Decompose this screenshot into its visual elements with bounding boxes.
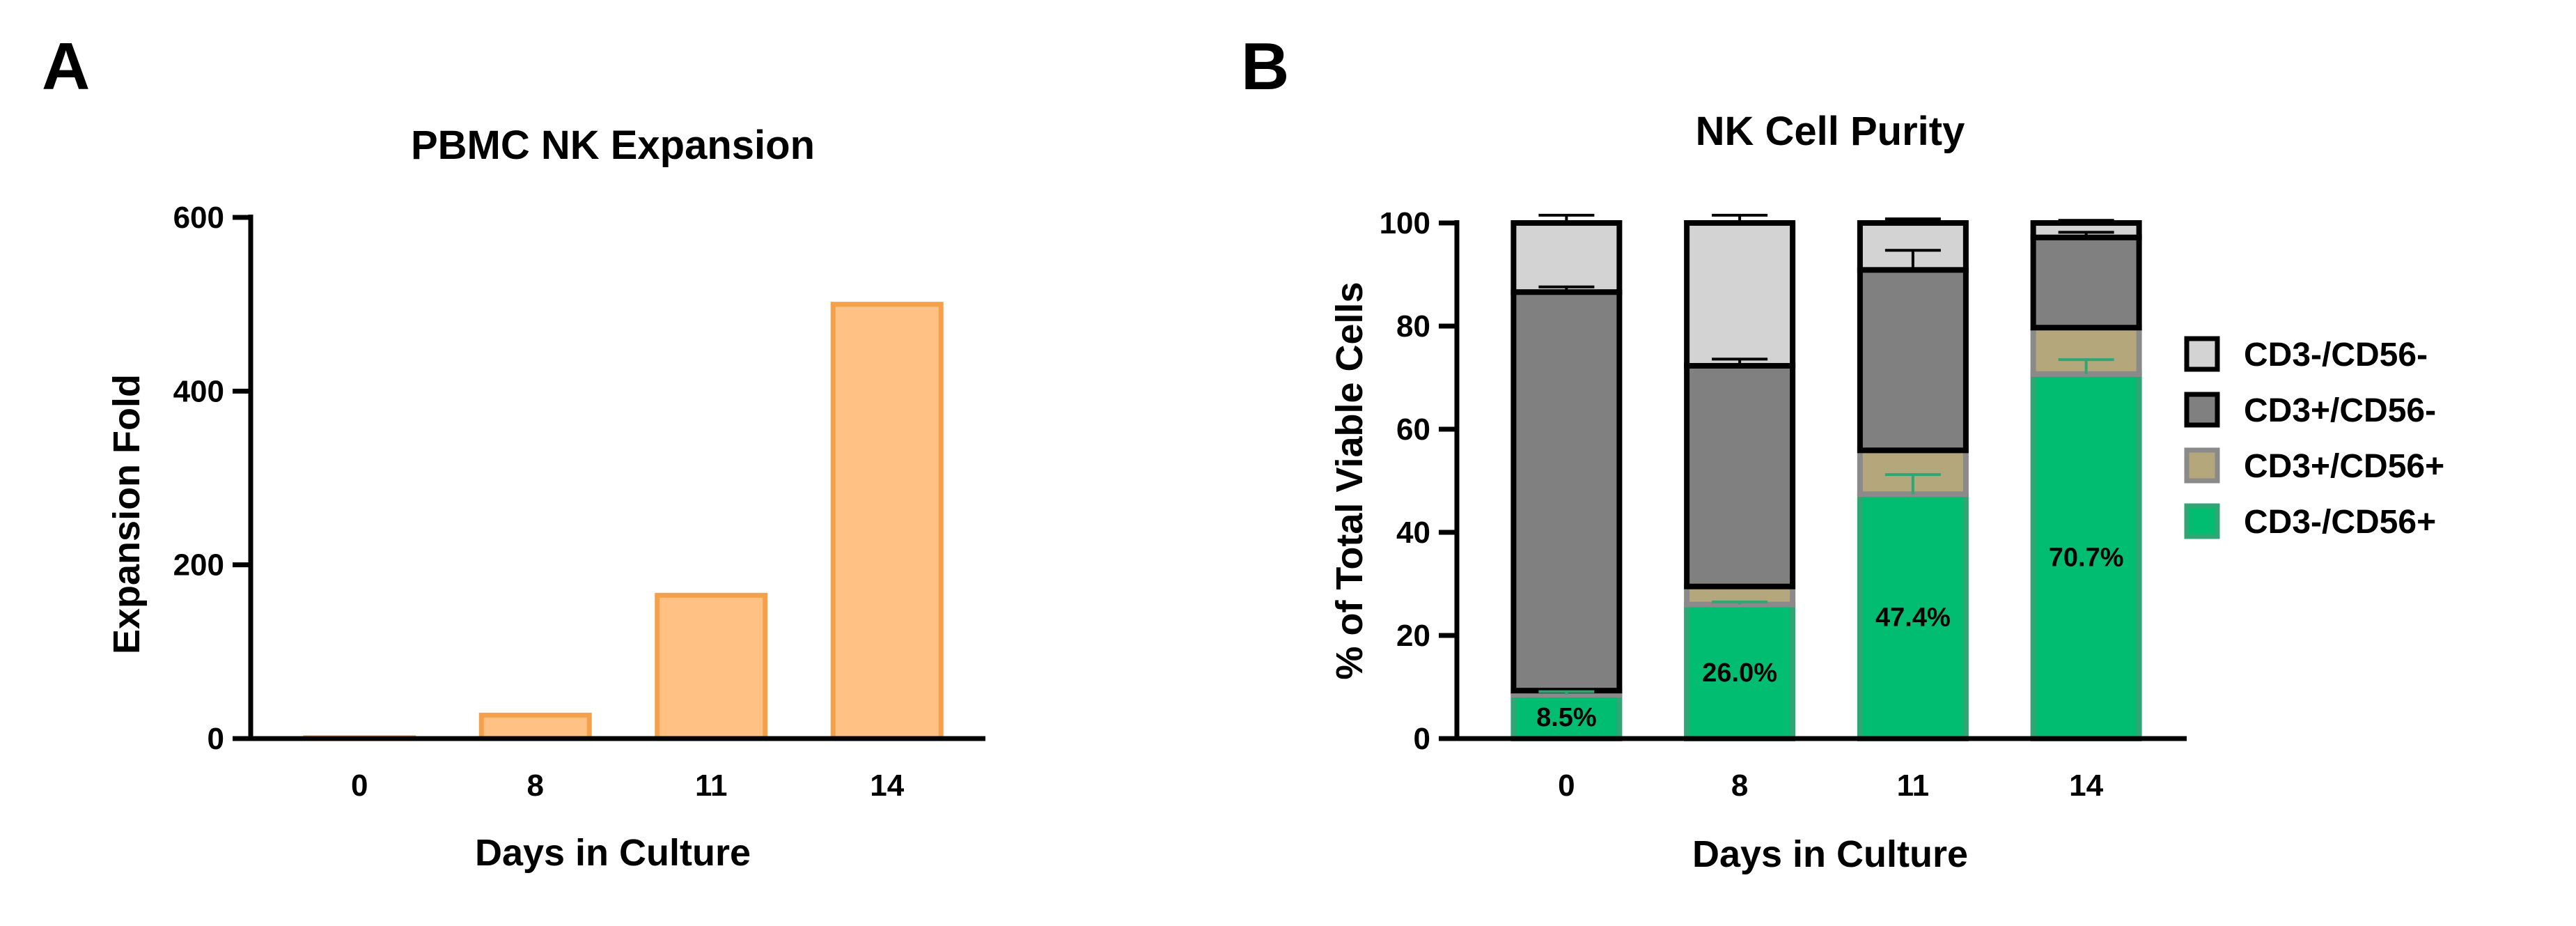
legend-entry: CD3+/CD56- — [2244, 392, 2436, 429]
nk-percentage-label: 26.0% — [1702, 658, 1777, 688]
panel-b: B NK Cell Purity % of Total Viable Cells… — [1241, 29, 2444, 875]
panel-b-axes — [1454, 220, 2187, 741]
panel-b-error-bars — [1538, 213, 2114, 695]
x-tick-label: 8 — [527, 769, 544, 803]
legend-entry: CD3-/CD56+ — [2244, 504, 2436, 541]
segment-cd3-cd56--day-11 — [1857, 267, 1969, 454]
nk-percentage-label: 47.4% — [1875, 603, 1951, 633]
segment-cd3-cd56--day-8 — [1684, 220, 1796, 369]
x-tick-label: 0 — [351, 769, 368, 803]
y-tick-label: 100 — [1380, 206, 1430, 240]
panel-a-y-axis-label: Expansion Fold — [106, 374, 148, 654]
x-tick-label: 8 — [1731, 769, 1748, 803]
panel-a: A PBMC NK Expansion Expansion Fold Days … — [42, 29, 985, 874]
x-tick-label: 11 — [1897, 769, 1930, 803]
y-tick-label: 20 — [1396, 619, 1430, 653]
y-tick-label: 80 — [1396, 309, 1430, 344]
panel-a-y-ticks: 0 200 400 600 — [173, 201, 251, 756]
panel-b-y-ticks: 0 20 40 60 80 100 — [1380, 206, 1457, 756]
x-tick-label: 14 — [2069, 769, 2103, 803]
y-tick-label: 600 — [173, 201, 224, 235]
legend-entry: CD3-/CD56- — [2244, 337, 2428, 373]
segment-cd3-cd56--day-14 — [2030, 234, 2142, 331]
x-tick-label: 11 — [695, 769, 728, 803]
segment-cd3-cd56--day-14 — [2030, 371, 2142, 741]
panel-b-bars — [1511, 220, 2142, 741]
panel-b-x-ticks: 0 8 11 14 — [1558, 769, 2103, 803]
panel-b-legend: CD3-/CD56- CD3+/CD56- CD3+/CD56+ CD3-/CD56+ — [2184, 336, 2444, 541]
panel-b-data-labels: 8.5% 26.0% 47.4% 70.7% — [1536, 543, 2123, 732]
panel-a-axes — [248, 215, 985, 741]
panel-b-y-axis-label: % of Total Viable Cells — [1329, 281, 1371, 679]
panel-a-letter: A — [42, 29, 90, 104]
panel-a-title: PBMC NK Expansion — [411, 123, 815, 168]
bar-day-11 — [655, 592, 768, 741]
nk-percentage-label: 8.5% — [1536, 703, 1597, 732]
x-tick-label: 14 — [870, 769, 904, 803]
panel-a-x-ticks: 0 8 11 14 — [351, 769, 905, 803]
y-tick-label: 0 — [1414, 722, 1430, 756]
bar-day-8 — [478, 712, 592, 741]
y-tick-label: 200 — [173, 548, 224, 582]
legend-swatch — [2184, 447, 2220, 484]
y-tick-label: 0 — [208, 722, 224, 756]
panel-b-letter: B — [1241, 29, 1289, 104]
segment-cd3-cd56--day-8 — [1684, 362, 1796, 589]
legend-entry: CD3+/CD56+ — [2244, 448, 2444, 485]
panel-b-title: NK Cell Purity — [1696, 109, 1965, 154]
legend-swatch — [2184, 336, 2220, 372]
panel-b-x-axis-label: Days in Culture — [1692, 833, 1968, 875]
segment-cd3-cd56--day-0 — [1511, 289, 1623, 694]
panel-a-x-axis-label: Days in Culture — [475, 832, 751, 874]
y-tick-label: 40 — [1396, 516, 1430, 550]
panel-a-bars — [303, 302, 944, 741]
segment-cd3-cd56--day-0 — [1511, 220, 1623, 295]
legend-swatch — [2184, 503, 2220, 539]
y-tick-label: 60 — [1396, 412, 1430, 447]
nk-percentage-label: 70.7% — [2049, 543, 2124, 572]
legend-swatch — [2184, 392, 2220, 428]
y-tick-label: 400 — [173, 374, 224, 408]
x-tick-label: 0 — [1558, 769, 1575, 803]
bar-day-14 — [830, 302, 944, 741]
